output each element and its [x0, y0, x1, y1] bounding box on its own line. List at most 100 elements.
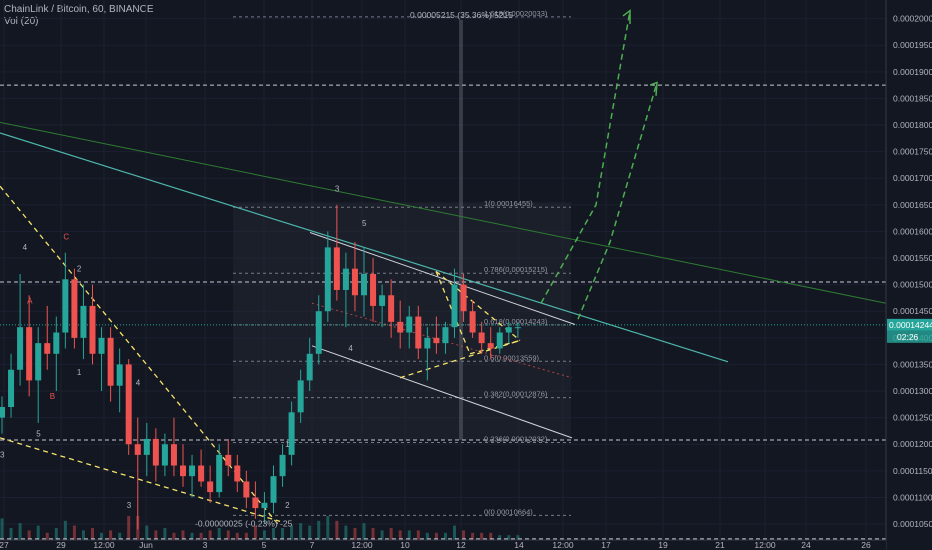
x-tick-label: 24: [801, 540, 811, 550]
candle-body: [26, 327, 33, 381]
volume-bar: [380, 530, 384, 540]
volume-bar: [326, 516, 330, 540]
volume-bar: [462, 530, 466, 540]
volume-bar: [498, 535, 502, 540]
volume-bar: [516, 535, 520, 540]
volume-bar: [453, 525, 456, 540]
candle-body: [451, 284, 458, 328]
current-price-tag: [887, 318, 932, 331]
x-tick-label: 12:00: [351, 540, 373, 550]
volume-bar: [54, 528, 58, 540]
volume-bar: [344, 525, 348, 540]
wave-label: 3: [0, 451, 5, 460]
x-tick-label: Jun: [139, 540, 153, 550]
candle-body: [125, 364, 132, 445]
volume-bar: [353, 528, 357, 540]
x-tick-label: 14: [514, 540, 524, 550]
candle-body: [243, 481, 250, 498]
volume-bar: [45, 532, 49, 540]
measure-top-label: 0.00005215 (35.36%) 5215: [410, 10, 513, 20]
volume-bar: [389, 528, 393, 540]
candle-body: [288, 412, 295, 455]
candle-body: [433, 337, 440, 344]
volume-bar: [9, 528, 13, 540]
fib-level-label: 1(0.00016455): [484, 199, 533, 208]
candle-body: [62, 279, 69, 333]
candle-body: [0, 406, 5, 418]
wave-label: A: [27, 296, 33, 305]
candle-body: [17, 327, 24, 370]
projection-arrow-1: [540, 10, 631, 304]
volume-bar: [118, 532, 122, 540]
y-axis-bg: [886, 0, 932, 550]
trend-line-long: [0, 121, 887, 304]
volume-bar: [362, 523, 366, 540]
volume-bar: [480, 532, 484, 540]
candle-body: [478, 332, 485, 344]
channel-lower-line: [311, 345, 573, 439]
x-tick-label: 3: [203, 540, 208, 550]
volume-bar: [281, 528, 285, 540]
candle-body: [379, 295, 386, 306]
candle-body: [460, 284, 467, 312]
wave-label: 4: [136, 379, 141, 388]
symbol-title: ChainLink / Bitcoin, 60, BINANCE: [4, 4, 154, 15]
fib-level-label: 0.382(0.00012876): [484, 390, 548, 399]
candle-body: [216, 454, 223, 493]
candle-body: [98, 337, 105, 354]
volume-indicator-label[interactable]: Vol (20): [4, 16, 39, 27]
volume-bar: [253, 525, 257, 540]
candle-body: [361, 273, 367, 296]
candle-body: [270, 476, 277, 503]
volume-bar: [154, 530, 158, 540]
volume-bar: [72, 525, 76, 540]
candle-body: [207, 481, 214, 493]
candle-body: [297, 380, 304, 413]
volume-bar: [208, 530, 212, 540]
wave-label: 4: [348, 344, 353, 353]
candle-body: [397, 321, 404, 333]
fib-level-label: 0.618(0.00014243): [484, 317, 548, 326]
projection-arrow-2: [577, 82, 658, 320]
volume-bar: [262, 530, 266, 540]
candle-body: [180, 465, 186, 477]
candle-body: [261, 502, 268, 509]
volume-bar: [299, 523, 303, 540]
wave-label: 3: [335, 185, 340, 194]
x-tick-label: 17: [601, 540, 611, 550]
volume-bar: [317, 520, 321, 540]
annotation-labels: 0.00005215 (35.36%) 5215 -0.00000025 (-0.…: [0, 10, 513, 529]
x-tick-label: 29: [56, 540, 66, 550]
volume-bar: [425, 532, 429, 540]
x-tick-label: 12:00: [552, 540, 574, 550]
volume-bar: [443, 532, 447, 540]
current-price-value: 0.00014244: [889, 320, 932, 330]
volume-bar: [371, 528, 375, 540]
volume-bar: [507, 535, 511, 540]
volume-bar: [36, 525, 40, 540]
wave-label: 5: [36, 429, 41, 438]
x-axis: 27 29 12:00 Jun 3 5 7 12:00 10 12 14 12:00 17 19 21 12:…: [0, 539, 886, 550]
candle-body: [44, 343, 51, 354]
candle-body: [71, 279, 78, 338]
candle-body: [469, 311, 476, 333]
candle-body: [406, 316, 413, 333]
volume-bar: [63, 520, 67, 540]
grid: [0, 0, 886, 540]
wave-label: 3: [127, 501, 132, 510]
drawings: 1.618(0.00020033) 1(0.00016455) 0.786(0.00…: [0, 9, 887, 540]
volume-bar: [434, 532, 438, 540]
x-tick-label: 21: [715, 540, 725, 550]
volume-bar: [181, 530, 185, 540]
fib-level-label: 0(0.00010664): [484, 507, 533, 516]
